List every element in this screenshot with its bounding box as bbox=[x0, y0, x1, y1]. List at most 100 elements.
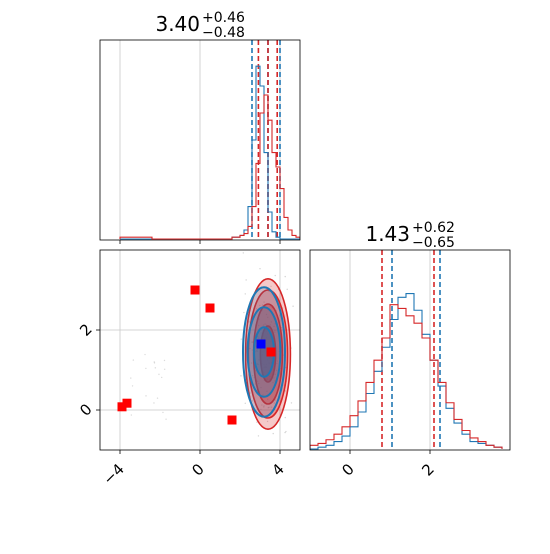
joint-sample-point bbox=[249, 347, 251, 350]
joint-sample-point bbox=[270, 321, 273, 323]
joint-marker-3 bbox=[122, 398, 132, 408]
joint-sample-point bbox=[240, 375, 242, 377]
joint-sample-point bbox=[256, 363, 259, 365]
right-histograms bbox=[310, 293, 503, 450]
joint-sample-point bbox=[266, 420, 269, 423]
joint-sample-point bbox=[251, 349, 253, 351]
joint-sample-point bbox=[264, 323, 266, 325]
joint-sample-point bbox=[279, 314, 281, 316]
joint-sample-point bbox=[267, 407, 269, 409]
joint-xtick-label-2: 4 bbox=[268, 460, 287, 479]
joint-sample-point bbox=[261, 404, 263, 406]
joint-sample-point bbox=[269, 305, 271, 307]
top-histograms bbox=[119, 65, 300, 240]
right-xtick-label-1: 2 bbox=[418, 460, 437, 479]
joint-sample-point bbox=[267, 398, 269, 400]
joint-sample-point bbox=[276, 360, 279, 362]
right-histogram-series-0 bbox=[310, 293, 503, 450]
top-title-value: 3.40 bbox=[155, 12, 200, 36]
joint-sample-point bbox=[263, 406, 265, 408]
joint-sample-point bbox=[260, 386, 262, 389]
joint-sample-point bbox=[255, 308, 258, 310]
joint-sample-point bbox=[274, 331, 276, 333]
joint-sample-point bbox=[257, 337, 260, 339]
joint-sample-point bbox=[240, 338, 242, 340]
joint-sample-point bbox=[263, 301, 265, 303]
joint-sample-point bbox=[266, 390, 268, 393]
joint-sample-point bbox=[273, 402, 275, 404]
joint-sample-point bbox=[145, 395, 147, 397]
joint-sample-point bbox=[131, 385, 134, 387]
joint-sample-point bbox=[274, 329, 276, 332]
joint-sample-point bbox=[154, 367, 157, 369]
joint-sample-point bbox=[244, 402, 246, 404]
right-title-plus: +0.62 bbox=[412, 220, 455, 236]
joint-sample-point bbox=[260, 408, 262, 411]
joint-sample-point bbox=[274, 323, 276, 325]
joint-sample-point bbox=[130, 377, 132, 379]
joint-contour-series-a-level-1 bbox=[246, 306, 282, 398]
joint-sample-point bbox=[162, 411, 164, 414]
joint-sample-point bbox=[245, 279, 247, 281]
joint-marker-0 bbox=[190, 285, 200, 295]
joint-sample-point bbox=[153, 402, 155, 404]
joint-sample-point bbox=[270, 285, 272, 287]
joint-sample-point bbox=[156, 397, 159, 399]
joint-sample-point bbox=[268, 247, 269, 248]
joint-sample-point bbox=[274, 380, 276, 382]
joint-sample-point bbox=[236, 470, 237, 471]
joint-sample-point bbox=[250, 362, 253, 364]
joint-sample-point bbox=[259, 268, 261, 270]
joint-sample-point bbox=[290, 402, 293, 404]
joint-sample-point bbox=[308, 338, 309, 339]
joint-sample-point bbox=[244, 293, 246, 295]
right-title-value: 1.43 bbox=[365, 222, 410, 246]
joint-marker-1 bbox=[205, 303, 215, 313]
joint-sample-point bbox=[262, 324, 265, 326]
joint-sample-point bbox=[258, 359, 260, 361]
joint-sample-point bbox=[292, 305, 294, 307]
joint-sample-point bbox=[163, 368, 166, 370]
joint-sample-point bbox=[130, 414, 133, 416]
joint-sample-point bbox=[260, 332, 262, 334]
joint-sample-point bbox=[261, 304, 264, 306]
joint-sample-point bbox=[257, 324, 260, 327]
joint-sample-point bbox=[256, 380, 259, 383]
joint-sample-point bbox=[163, 359, 166, 362]
joint-sample-point bbox=[161, 376, 163, 379]
joint-sample-point bbox=[285, 430, 287, 433]
joint-marker-5 bbox=[266, 347, 276, 357]
joint-markers bbox=[117, 285, 276, 425]
joint-sample-point bbox=[262, 394, 264, 396]
joint-xtick-label-0: −4 bbox=[99, 460, 127, 488]
joint-sample-point bbox=[254, 351, 257, 353]
joint-sample-point bbox=[265, 313, 268, 316]
joint-sample-point bbox=[242, 252, 245, 254]
joint-sample-point bbox=[267, 316, 269, 319]
joint-sample-point bbox=[272, 432, 274, 435]
top-histogram-panel: 3.40 +0.46 −0.48 bbox=[99, 10, 301, 244]
joint-sample-point bbox=[251, 400, 253, 402]
joint-ytick-label-1: 2 bbox=[76, 320, 95, 339]
joint-sample-point bbox=[258, 382, 260, 385]
top-histogram-series-1 bbox=[119, 94, 300, 240]
joint-contour-panel: −4 0 4 0 2 bbox=[76, 247, 309, 488]
joint-sample-point bbox=[284, 431, 286, 434]
joint-sample-point bbox=[132, 359, 135, 361]
joint-marker-4 bbox=[227, 415, 237, 425]
joint-sample-point bbox=[276, 362, 278, 365]
joint-sample-point bbox=[273, 377, 275, 379]
joint-sample-point bbox=[274, 274, 276, 277]
joint-sample-point bbox=[275, 369, 278, 372]
joint-xtick-label-1: 0 bbox=[188, 460, 207, 479]
joint-sample-point bbox=[284, 390, 287, 392]
joint-sample-point bbox=[286, 288, 288, 291]
joint-sample-point bbox=[165, 418, 167, 420]
joint-sample-point bbox=[145, 367, 147, 370]
joint-sample-point bbox=[284, 275, 286, 278]
joint-sample-point bbox=[272, 381, 274, 384]
joint-sample-point bbox=[270, 406, 273, 408]
